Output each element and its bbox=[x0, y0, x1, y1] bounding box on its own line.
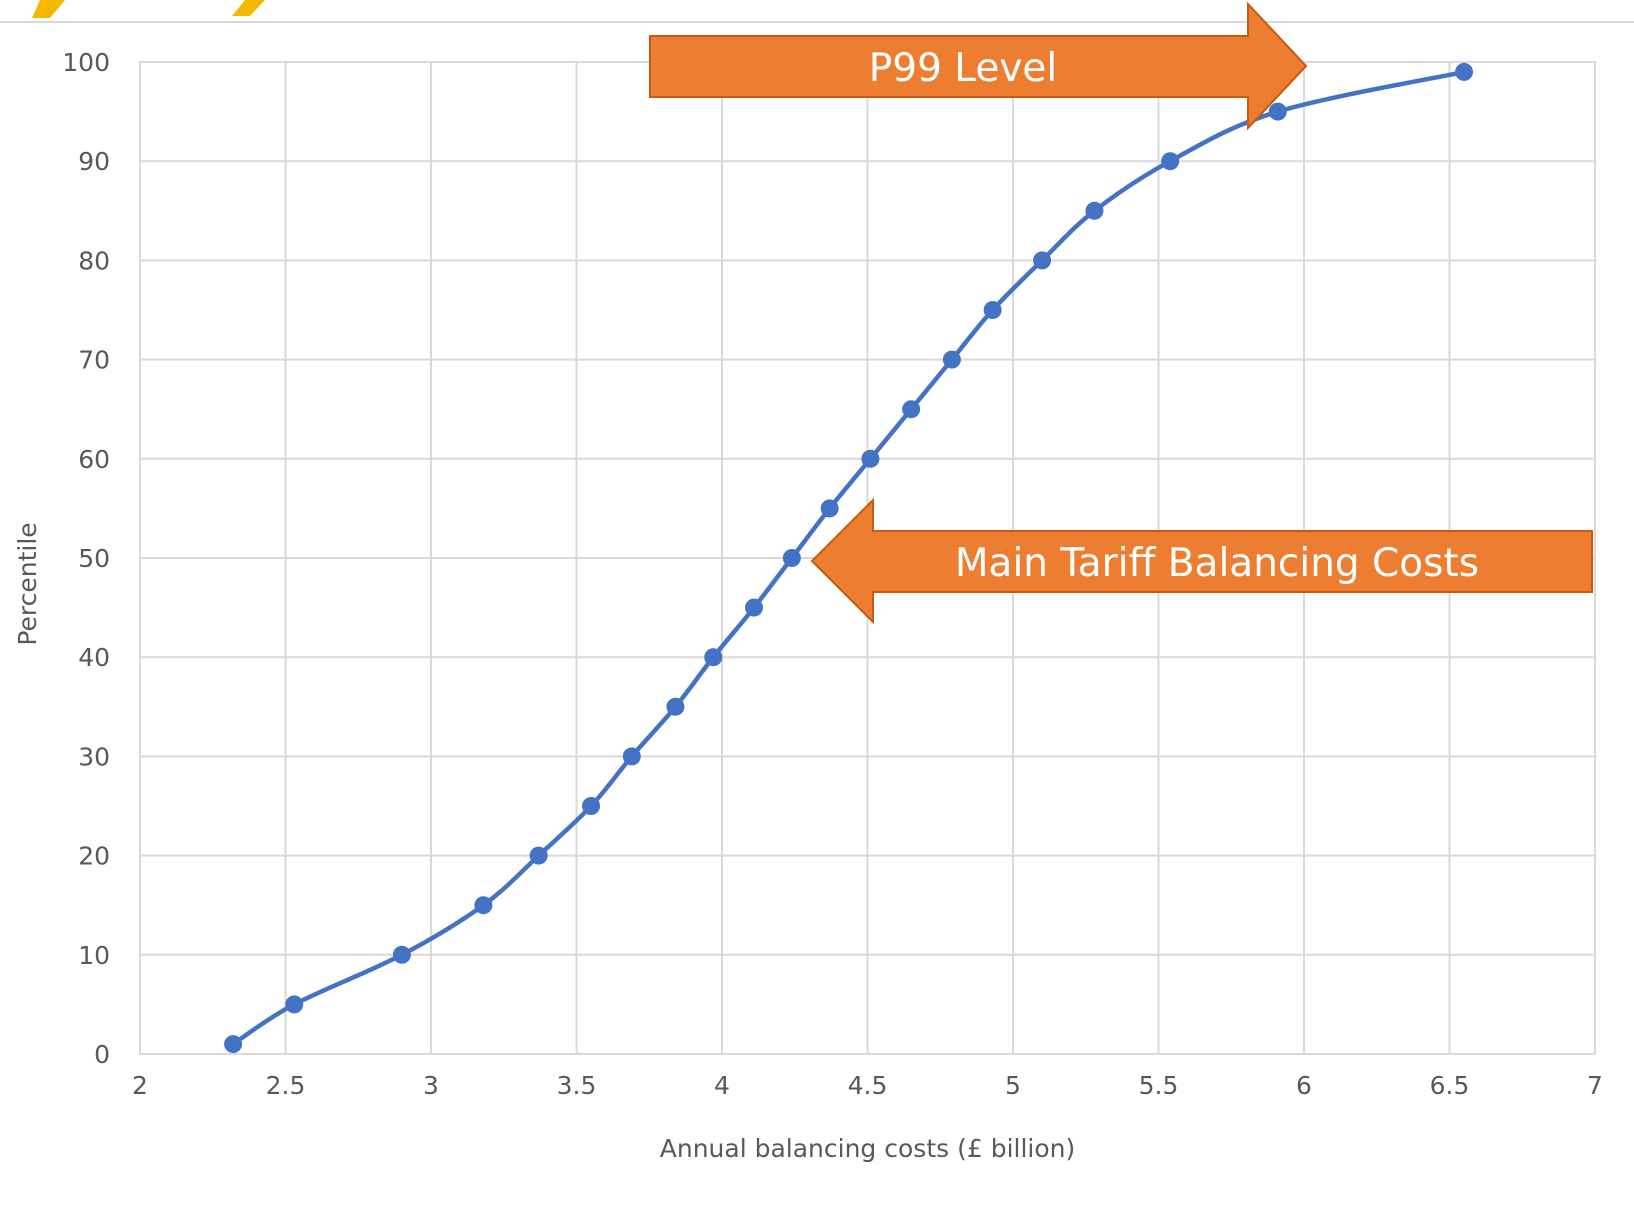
x-tick-label: 4 bbox=[714, 1071, 730, 1100]
data-point bbox=[704, 648, 723, 667]
p99-level-callout-text: P99 Level bbox=[869, 46, 1058, 91]
x-tick-label: 6 bbox=[1296, 1071, 1312, 1100]
x-tick-label: 4.5 bbox=[848, 1071, 888, 1100]
main-tariff-callout-text: Main Tariff Balancing Costs bbox=[955, 541, 1479, 586]
data-point bbox=[285, 995, 304, 1014]
y-tick-label: 30 bbox=[78, 742, 110, 771]
data-point bbox=[983, 301, 1002, 319]
data-point bbox=[820, 499, 839, 518]
tick-labels: 2 2.5 3 3.5 4 4.5 5 5.5 6 6.5 70102030405060708090… bbox=[62, 48, 1603, 1100]
annotations: P99 Level Main Tariff Balancing Costs bbox=[649, 1, 1593, 625]
data-point bbox=[942, 350, 961, 369]
y-tick-label: 40 bbox=[78, 643, 110, 672]
series-cost-percentile bbox=[224, 62, 1474, 1054]
y-axis-title: Percentile bbox=[13, 522, 42, 645]
y-tick-label: 10 bbox=[78, 941, 110, 970]
x-tick-label: 6.5 bbox=[1430, 1071, 1470, 1100]
data-point bbox=[1033, 251, 1052, 270]
data-point bbox=[1455, 62, 1474, 81]
data-point bbox=[582, 797, 601, 815]
data-point bbox=[392, 945, 411, 964]
x-tick-label: 5.5 bbox=[1139, 1071, 1179, 1100]
data-point bbox=[1085, 201, 1104, 220]
x-tick-label: 3 bbox=[423, 1071, 439, 1100]
x-tick-label: 2 bbox=[132, 1071, 148, 1100]
data-point bbox=[666, 697, 685, 716]
data-point bbox=[1161, 152, 1180, 171]
x-axis-title: Annual balancing costs (£ billion) bbox=[660, 1134, 1076, 1163]
data-point bbox=[474, 896, 493, 915]
x-tick-label: 3.5 bbox=[557, 1071, 597, 1100]
y-tick-label: 80 bbox=[78, 246, 110, 275]
y-tick-label: 20 bbox=[78, 842, 110, 871]
data-point bbox=[1268, 102, 1287, 121]
y-tick-label: 0 bbox=[94, 1040, 110, 1069]
main-tariff-callout-arrow bbox=[810, 497, 1593, 625]
series-line bbox=[231, 69, 1465, 1046]
y-tick-label: 100 bbox=[62, 48, 110, 77]
header-decoration bbox=[0, 0, 1634, 23]
x-tick-label: 5 bbox=[1005, 1071, 1021, 1100]
x-tick-label: 2.5 bbox=[266, 1071, 306, 1100]
y-tick-label: 50 bbox=[78, 544, 110, 573]
header-accent-mark bbox=[32, 0, 65, 18]
data-point bbox=[745, 598, 764, 617]
data-point bbox=[902, 400, 921, 419]
data-point bbox=[529, 846, 548, 865]
data-point bbox=[622, 747, 641, 766]
y-tick-label: 90 bbox=[78, 147, 110, 176]
y-tick-label: 60 bbox=[78, 445, 110, 474]
header-accent-mark bbox=[232, 0, 265, 16]
y-tick-label: 70 bbox=[78, 346, 110, 375]
p99-level-callout-arrow bbox=[649, 1, 1308, 131]
x-tick-label: 7 bbox=[1587, 1071, 1603, 1100]
data-point bbox=[224, 1035, 243, 1054]
data-point bbox=[782, 549, 801, 567]
data-point bbox=[861, 449, 880, 468]
